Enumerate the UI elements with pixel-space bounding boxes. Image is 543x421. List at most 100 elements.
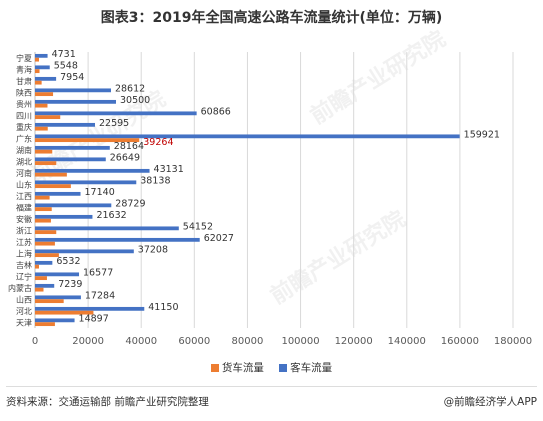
bar-passenger [35,214,93,219]
x-tick-label: 40000 [125,336,157,347]
data-label-passenger: 43131 [154,164,184,175]
data-label-passenger: 6532 [56,256,80,267]
bar-passenger [35,134,460,139]
category-label: 江西 [16,192,32,201]
category-label: 辽宁 [16,271,32,281]
x-tick-label: 0 [32,336,38,347]
data-label-passenger: 159921 [464,129,500,140]
data-label-passenger: 28729 [115,198,145,209]
category-label: 安徽 [16,214,32,224]
category-label: 贵州 [16,99,32,109]
bar-freight [35,126,48,131]
bar-passenger [35,53,48,58]
bar-passenger [35,226,179,231]
bar-freight [35,218,51,223]
data-label-passenger: 17284 [85,290,115,301]
x-tick-label: 120000 [335,336,373,347]
bar-freight [35,80,42,85]
data-label-passenger: 28612 [115,83,145,94]
bar-freight [35,92,54,97]
category-label: 内蒙古 [8,283,32,293]
credit-note: @前瞻经济学人APP [443,396,537,408]
category-label: 甘肃 [16,76,32,86]
category-label: 上海 [16,248,32,258]
bar-freight [35,103,48,108]
bar-passenger [35,76,57,81]
bar-freight [35,184,71,189]
bar-passenger [35,122,96,127]
bar-passenger [35,65,50,70]
bar-passenger [35,111,197,116]
category-label: 青海 [16,64,32,74]
chart-title: 图表3：2019年全国高速公路车流量统计(单位：万辆) [100,10,443,26]
category-label: 山东 [16,179,32,189]
bar-freight [35,161,57,166]
x-tick-label: 80000 [232,336,264,347]
legend-label-passenger: 客车流量 [290,362,333,374]
bar-freight [35,264,39,269]
data-label-passenger: 22595 [99,118,129,129]
bar-passenger [35,249,134,254]
data-label-passenger: 16577 [83,267,113,278]
data-label-passenger: 14897 [79,313,109,324]
bar-passenger [35,99,116,104]
bar-freight [35,172,67,177]
bar-passenger [35,88,111,93]
legend-item-freight: 货车流量 [210,360,264,375]
bar-freight [35,207,52,212]
bar-freight [35,276,47,281]
bar-passenger [35,260,53,265]
bar-passenger [35,306,145,311]
category-label: 河南 [16,168,32,178]
bar-passenger [35,318,75,323]
data-label-freight: 39264 [143,137,173,148]
x-tick-label: 20000 [72,336,104,347]
x-tick-label: 60000 [178,336,210,347]
legend-item-passenger: 客车流量 [279,360,332,375]
x-tick-label: 140000 [388,336,426,347]
legend-label-freight: 货车流量 [221,362,264,374]
passenger-swatch [279,363,288,372]
data-label-passenger: 26649 [110,152,140,163]
bar-freight [35,241,55,246]
bar-freight [35,195,50,200]
category-label: 吉林 [16,260,32,270]
x-tick-label: 160000 [441,336,479,347]
data-label-passenger: 38138 [140,175,170,186]
category-label: 陕西 [16,87,32,97]
category-label: 重庆 [16,122,32,132]
source-note: 资料来源：交通运输部 前瞻产业研究院整理 [6,396,209,408]
data-label-passenger: 37208 [138,244,168,255]
data-label-passenger: 4731 [52,49,76,60]
footer-divider [6,386,537,387]
data-label-passenger: 28164 [114,141,144,152]
category-label: 天津 [16,317,32,327]
category-label: 广东 [16,133,32,143]
x-tick-label: 100000 [281,336,319,347]
bar-passenger [35,237,200,242]
bar-freight [35,310,94,315]
bar-passenger [35,157,106,162]
legend: 货车流量 客车流量 [0,360,543,375]
bar-freight [35,287,44,292]
category-label: 湖北 [16,157,32,166]
bar-passenger [35,168,150,173]
footer: 资料来源：交通运输部 前瞻产业研究院整理 @前瞻经济学人APP [6,394,537,409]
data-label-passenger: 30500 [120,95,150,106]
bar-passenger [35,272,80,277]
bar-passenger [35,295,81,300]
bar-passenger [35,180,137,185]
data-label-passenger: 7954 [60,72,84,83]
bar-passenger [35,283,55,288]
category-label: 宁夏 [16,53,32,63]
bar-passenger [35,191,81,196]
category-label: 福建 [16,202,32,212]
data-label-passenger: 17140 [85,187,115,198]
bar-freight [35,149,53,154]
category-label: 河北 [16,306,32,316]
bar-freight [35,138,140,143]
data-label-passenger: 7239 [58,279,82,290]
bar-freight [35,230,57,235]
category-label: 四川 [16,111,32,120]
